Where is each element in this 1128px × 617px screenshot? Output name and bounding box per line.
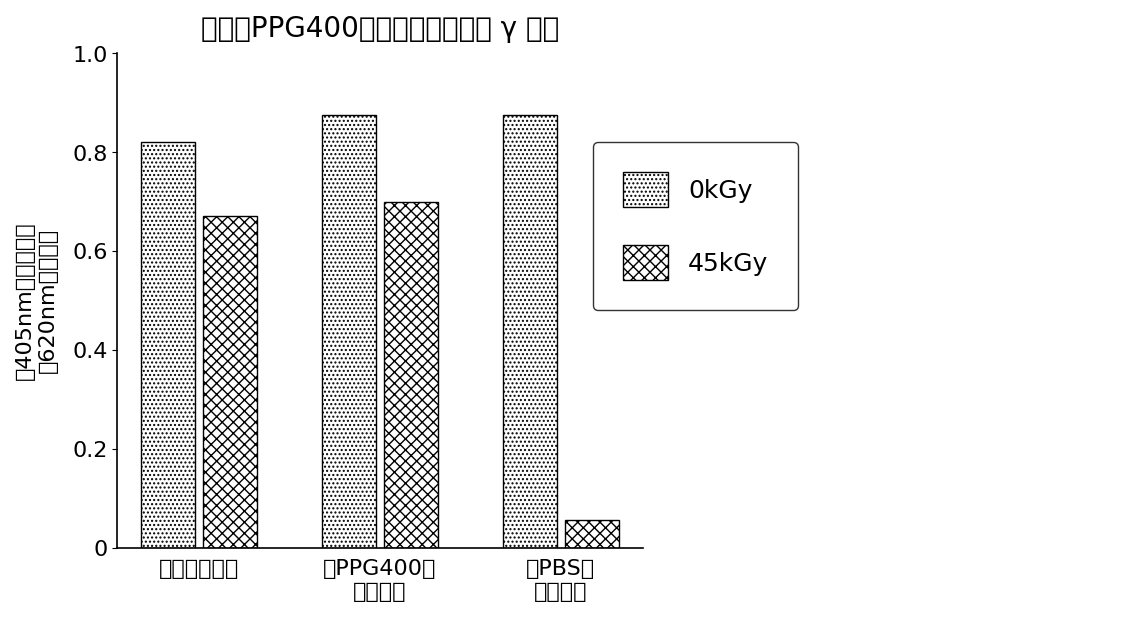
Y-axis label: 在405nm的吸收减去
在620nm的吸收度: 在405nm的吸收减去 在620nm的吸收度 <box>15 222 59 380</box>
Bar <box>203 217 257 548</box>
Bar <box>564 521 619 548</box>
Legend: 0kGy, 45kGy: 0kGy, 45kGy <box>593 143 799 310</box>
Title: 悬浮在PPG400中的干燥尿激酶的 γ 辐射: 悬浮在PPG400中的干燥尿激酶的 γ 辐射 <box>201 15 559 43</box>
Bar <box>321 115 377 548</box>
Bar <box>141 143 195 548</box>
Bar <box>503 115 557 548</box>
Bar <box>384 202 438 548</box>
